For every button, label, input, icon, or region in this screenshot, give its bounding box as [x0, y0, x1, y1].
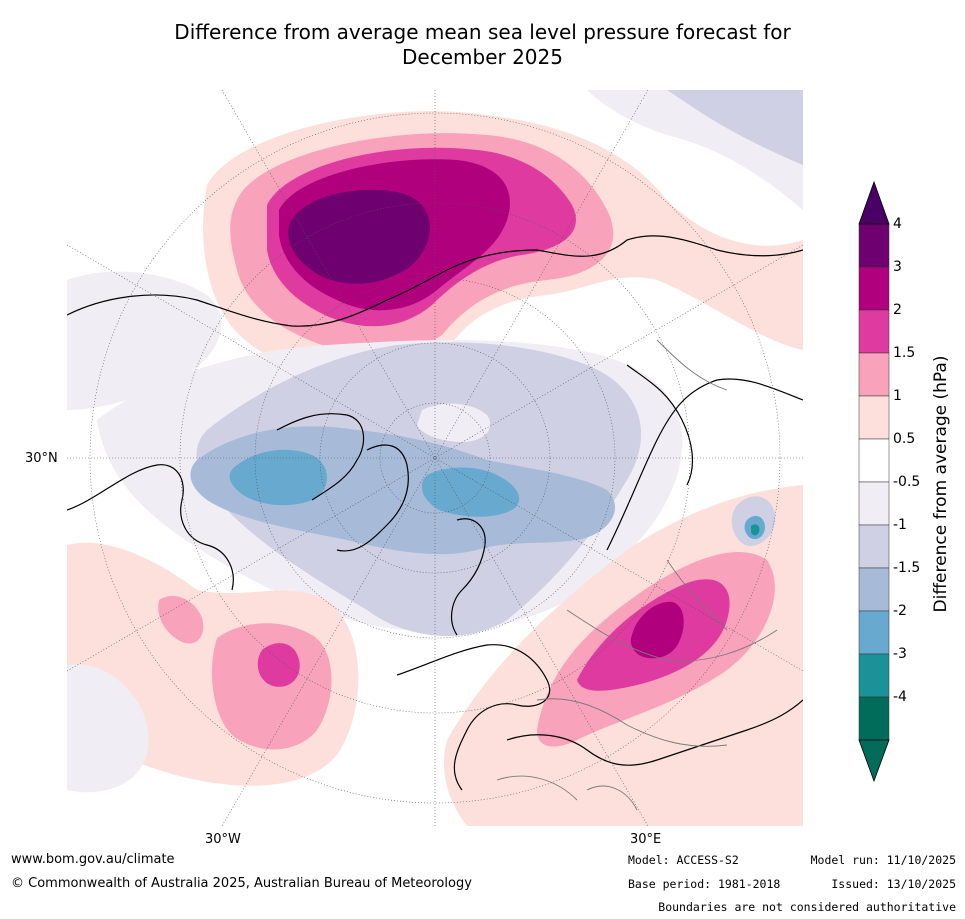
contour-level-1-a [158, 596, 204, 644]
footer-disclaimer: Boundaries are not considered authoritat… [658, 900, 956, 914]
footer-model-run: Model run: 11/10/2025 [810, 853, 956, 867]
region-east-asia-low [731, 496, 776, 546]
colorbar-band [858, 223, 890, 268]
footer-copyright: © Commonwealth of Australia 2025, Austra… [11, 876, 472, 891]
region-north-pacific-high [203, 111, 803, 377]
colorbar-tick-label: -1 [893, 517, 907, 533]
colorbar-band [858, 610, 890, 655]
colorbar-band [858, 567, 890, 612]
colorbar-band [858, 481, 890, 526]
footer-issued: Issued: 13/10/2025 [831, 877, 956, 891]
lon-label-30e: 30°E [630, 832, 662, 847]
lat-label-30n: 30°N [25, 451, 58, 466]
footer-model: Model: ACCESS-S2 [628, 853, 739, 867]
country-borders [496, 339, 778, 811]
colorbar-tick-label: 1.5 [893, 345, 916, 361]
colorbar-tick-label: 3 [893, 259, 902, 275]
contour-level-1-b [212, 623, 332, 750]
chart-title: Difference from average mean sea level p… [0, 20, 965, 70]
region-left-faint [67, 271, 222, 410]
colorbar-band [858, 395, 890, 440]
footer-website[interactable]: www.bom.gov.au/climate [11, 852, 175, 867]
colorbar-band [858, 266, 890, 311]
title-line-1: Difference from average mean sea level p… [174, 20, 791, 44]
colorbar-under-arrow [858, 739, 890, 783]
colorbar-band [858, 309, 890, 354]
region-top-right-low [667, 90, 803, 165]
colorbar-band [858, 653, 890, 698]
colorbar [858, 180, 890, 783]
graticule [67, 90, 803, 826]
colorbar-band [858, 524, 890, 569]
colorbar-tick-label: 0.5 [893, 431, 916, 447]
colorbar-band [858, 352, 890, 397]
colorbar-tick-label: -0.5 [893, 474, 921, 490]
colorbar-band [858, 438, 890, 483]
lon-label-30w: 30°W [205, 832, 241, 847]
footer-base-period: Base period: 1981-2018 [628, 877, 781, 891]
colorbar-tick-label: 2 [893, 302, 902, 318]
colorbar-tick-label: 4 [893, 216, 902, 232]
colorbar-tick-label: -2 [893, 603, 907, 619]
contour-level-1-5 [257, 643, 300, 687]
map-panel[interactable] [67, 90, 803, 826]
region-arctic-low [97, 340, 683, 637]
colorbar-over-arrow [858, 180, 890, 225]
region-bottom-left-faint [67, 664, 149, 793]
coastlines [67, 235, 803, 791]
contour-level-3 [288, 189, 431, 284]
colorbar-title: Difference from average (hPa) [931, 355, 951, 613]
contour-level-neg-2-b [421, 467, 520, 517]
contour-level-2 [630, 601, 684, 659]
contour-level-neg-2-a [229, 449, 327, 506]
colorbar-tick-label: -1.5 [893, 560, 921, 576]
colorbar-tick-label: -4 [893, 689, 907, 705]
title-line-2: December 2025 [402, 45, 563, 69]
colorbar-tick-label: 1 [893, 388, 902, 404]
colorbar-band [858, 696, 890, 741]
colorbar-tick-label: -3 [893, 646, 907, 662]
